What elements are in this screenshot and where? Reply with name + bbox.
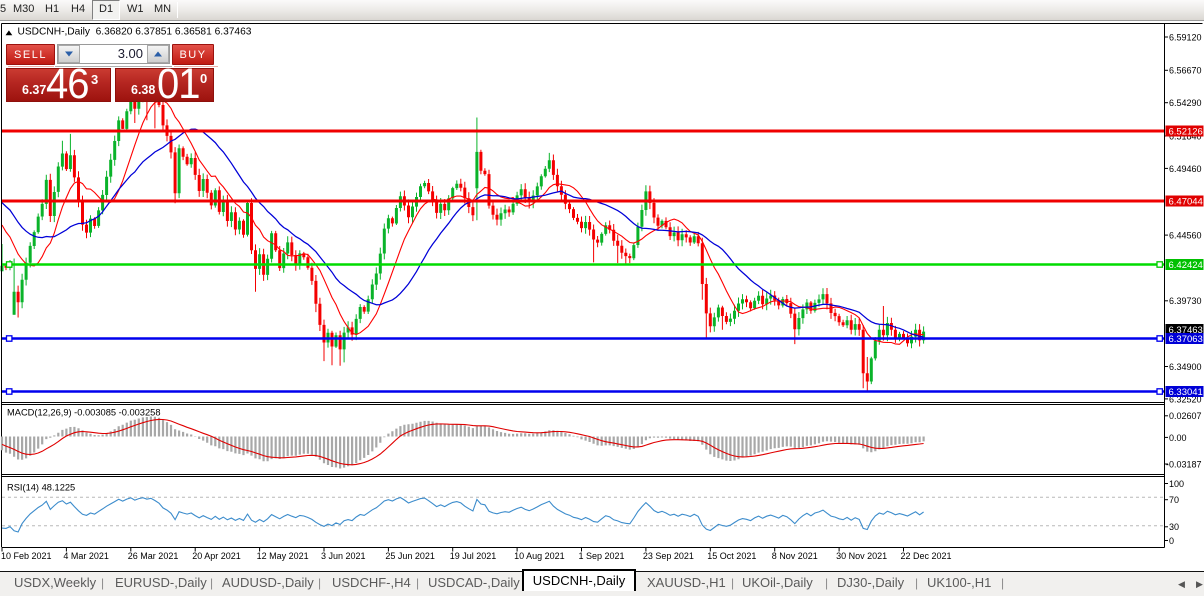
- svg-text:6.32520: 6.32520: [1169, 394, 1202, 404]
- svg-text:USDCNH-,Daily 6.36820 6.37851: USDCNH-,Daily 6.36820 6.37851 6.36581 6.…: [18, 27, 252, 38]
- svg-text:15 Oct 2021: 15 Oct 2021: [707, 551, 756, 561]
- svg-text:30: 30: [1169, 522, 1179, 532]
- svg-text:6.37063: 6.37063: [1169, 334, 1203, 345]
- svg-text:0.02607: 0.02607: [1169, 411, 1202, 421]
- svg-text:8 Nov 2021: 8 Nov 2021: [772, 551, 818, 561]
- svg-text:6.39730: 6.39730: [1169, 296, 1202, 306]
- svg-text:3 Jun 2021: 3 Jun 2021: [321, 551, 366, 561]
- svg-text:22 Dec 2021: 22 Dec 2021: [901, 551, 952, 561]
- svg-text:-0.03187: -0.03187: [1166, 459, 1202, 469]
- svg-text:6.44560: 6.44560: [1169, 231, 1202, 241]
- svg-text:4 Mar 2021: 4 Mar 2021: [63, 551, 109, 561]
- svg-text:70: 70: [1169, 495, 1179, 505]
- svg-text:6.59120: 6.59120: [1169, 32, 1202, 42]
- svg-text:10 Feb 2021: 10 Feb 2021: [1, 551, 52, 561]
- svg-text:6.56670: 6.56670: [1169, 66, 1202, 76]
- svg-text:6.49460: 6.49460: [1169, 164, 1202, 174]
- svg-text:6.37463: 6.37463: [1169, 325, 1203, 336]
- svg-text:6.52126: 6.52126: [1169, 127, 1203, 138]
- svg-text:1 Sep 2021: 1 Sep 2021: [579, 551, 625, 561]
- svg-text:19 Jul 2021: 19 Jul 2021: [450, 551, 497, 561]
- svg-text:0: 0: [1169, 536, 1174, 546]
- svg-text:6.33041: 6.33041: [1169, 387, 1203, 398]
- svg-text:23 Sep 2021: 23 Sep 2021: [643, 551, 694, 561]
- svg-text:100: 100: [1169, 479, 1184, 489]
- svg-text:25 Jun 2021: 25 Jun 2021: [385, 551, 435, 561]
- svg-text:26 Mar 2021: 26 Mar 2021: [128, 551, 179, 561]
- svg-text:10 Aug 2021: 10 Aug 2021: [514, 551, 565, 561]
- svg-text:20 Apr 2021: 20 Apr 2021: [192, 551, 241, 561]
- svg-text:30 Nov 2021: 30 Nov 2021: [836, 551, 887, 561]
- svg-text:RSI(14) 48.1225: RSI(14) 48.1225: [7, 483, 75, 493]
- svg-text:6.54290: 6.54290: [1169, 98, 1202, 108]
- svg-text:6.34900: 6.34900: [1169, 362, 1202, 372]
- svg-text:MACD(12,26,9) -0.003085 -0.003: MACD(12,26,9) -0.003085 -0.003258: [7, 408, 161, 418]
- svg-text:0.00: 0.00: [1169, 433, 1187, 443]
- svg-text:6.47044: 6.47044: [1169, 197, 1203, 208]
- svg-text:12 May 2021: 12 May 2021: [257, 551, 309, 561]
- svg-text:6.42424: 6.42424: [1169, 260, 1203, 271]
